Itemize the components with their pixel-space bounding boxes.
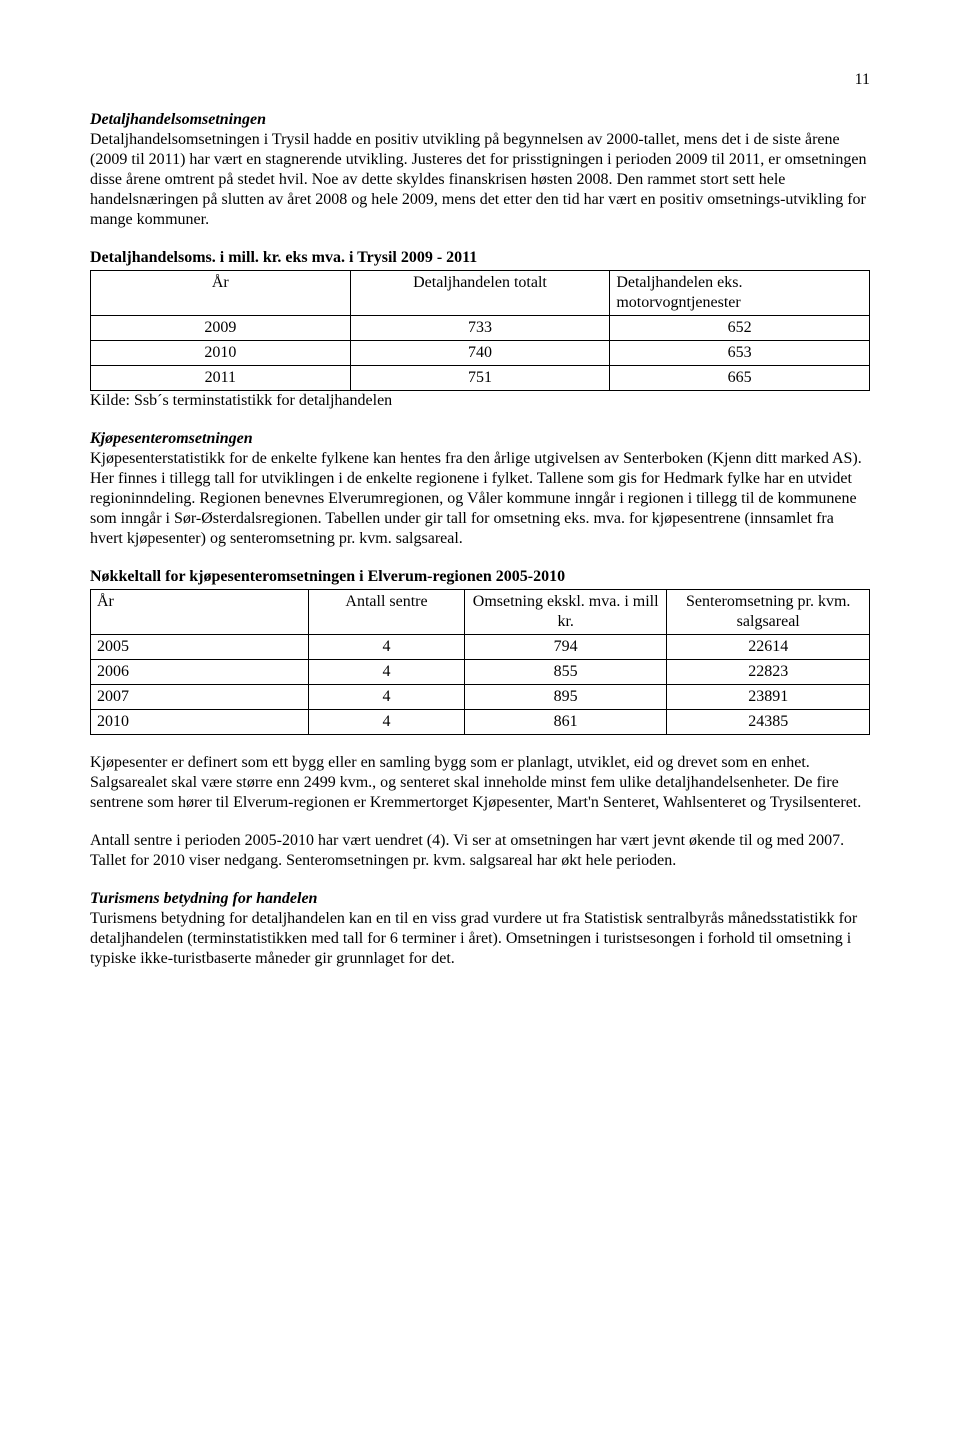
heading-kjopesenteromsetningen: Kjøpesenteromsetningen [90, 429, 870, 449]
table-header: Omsetning ekskl. mva. i mill kr. [464, 590, 667, 635]
table-cell: 652 [610, 316, 870, 341]
table-row: 2010 4 861 24385 [91, 710, 870, 735]
table-cell: 740 [350, 341, 610, 366]
table-cell: 4 [309, 660, 465, 685]
table-cell: 22614 [667, 635, 870, 660]
table-cell: 22823 [667, 660, 870, 685]
table-cell: 2007 [91, 685, 309, 710]
table-cell: 2011 [91, 366, 351, 391]
table-row: 2009 733 652 [91, 316, 870, 341]
table-cell: 794 [464, 635, 667, 660]
table1-source: Kilde: Ssb´s terminstatistikk for detalj… [90, 391, 870, 411]
table-cell: 2009 [91, 316, 351, 341]
table-cell: 751 [350, 366, 610, 391]
table-cell: 895 [464, 685, 667, 710]
table-row: 2006 4 855 22823 [91, 660, 870, 685]
table-cell: 23891 [667, 685, 870, 710]
table-cell: 2010 [91, 710, 309, 735]
table-nokkeltall: År Antall sentre Omsetning ekskl. mva. i… [90, 589, 870, 735]
table-cell: 4 [309, 710, 465, 735]
table-cell: 4 [309, 685, 465, 710]
heading-turismens: Turismens betydning for handelen [90, 889, 870, 909]
table-header: År [91, 590, 309, 635]
table-cell: 24385 [667, 710, 870, 735]
table2-title: Nøkkeltall for kjøpesenteromsetningen i … [90, 567, 870, 587]
table-row: 2005 4 794 22614 [91, 635, 870, 660]
page-number: 11 [90, 70, 870, 90]
table-row: 2011 751 665 [91, 366, 870, 391]
table1-title: Detaljhandelsoms. i mill. kr. eks mva. i… [90, 248, 870, 268]
table-header: Antall sentre [309, 590, 465, 635]
heading-detaljhandelsomsetningen: Detaljhandelsomsetningen [90, 110, 870, 130]
table-cell: 2010 [91, 341, 351, 366]
table-cell: 861 [464, 710, 667, 735]
paragraph-kjopesenteromsetningen: Kjøpesenterstatistikk for de enkelte fyl… [90, 449, 870, 549]
table-cell: 733 [350, 316, 610, 341]
paragraph-turismens: Turismens betydning for detaljhandelen k… [90, 909, 870, 969]
paragraph-antall-sentre: Antall sentre i perioden 2005-2010 har v… [90, 831, 870, 871]
table-cell: 665 [610, 366, 870, 391]
table-cell: 4 [309, 635, 465, 660]
table-row: 2007 4 895 23891 [91, 685, 870, 710]
table-header: Detaljhandelen totalt [350, 271, 610, 316]
table-row: 2010 740 653 [91, 341, 870, 366]
table-detaljhandel: År Detaljhandelen totalt Detaljhandelen … [90, 270, 870, 391]
table-cell: 855 [464, 660, 667, 685]
table-header: Senteromsetning pr. kvm. salgsareal [667, 590, 870, 635]
table-row: År Antall sentre Omsetning ekskl. mva. i… [91, 590, 870, 635]
paragraph-detaljhandelsomsetningen: Detaljhandelsomsetningen i Trysil hadde … [90, 130, 870, 230]
paragraph-kjopesenter-def: Kjøpesenter er definert som ett bygg ell… [90, 753, 870, 813]
table-cell: 2006 [91, 660, 309, 685]
table-header: År [91, 271, 351, 316]
table-cell: 653 [610, 341, 870, 366]
table-cell: 2005 [91, 635, 309, 660]
table-row: År Detaljhandelen totalt Detaljhandelen … [91, 271, 870, 316]
table-header: Detaljhandelen eks. motorvogntjenester [610, 271, 870, 316]
